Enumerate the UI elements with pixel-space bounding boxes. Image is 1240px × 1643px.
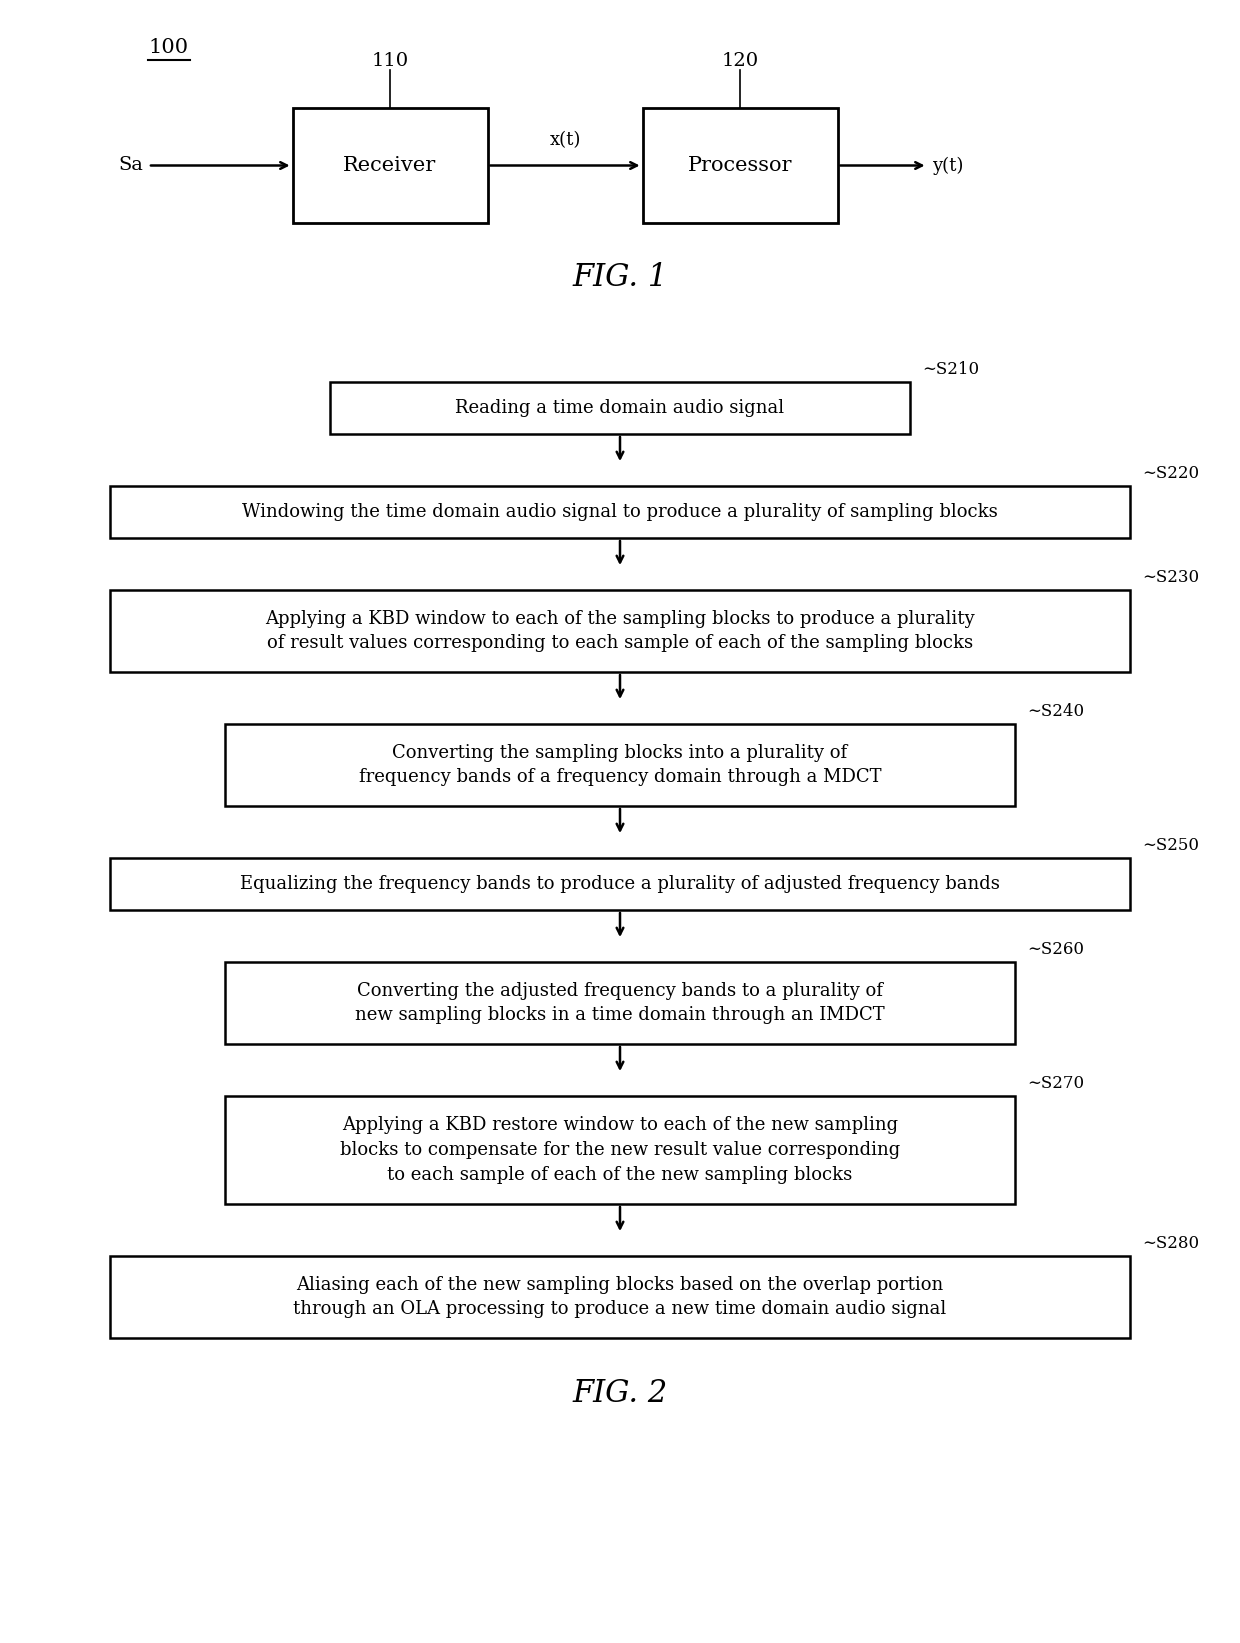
Text: Sa: Sa [118, 156, 143, 174]
Bar [224, 725, 1016, 807]
Text: ∼S240: ∼S240 [1027, 703, 1084, 720]
Text: ∼S220: ∼S220 [1142, 465, 1199, 481]
Text: Processor: Processor [688, 156, 792, 176]
Text: 120: 120 [722, 53, 759, 71]
Text: ∼S280: ∼S280 [1142, 1236, 1199, 1252]
Text: Reading a time domain audio signal: Reading a time domain audio signal [455, 399, 785, 417]
Text: Converting the adjusted frequency bands to a plurality of
new sampling blocks in: Converting the adjusted frequency bands … [355, 981, 885, 1025]
Text: Applying a KBD restore window to each of the new sampling
blocks to compensate f: Applying a KBD restore window to each of… [340, 1116, 900, 1185]
Text: Applying a KBD window to each of the sampling blocks to produce a plurality
of r: Applying a KBD window to each of the sam… [265, 610, 975, 652]
Text: x(t): x(t) [549, 131, 580, 150]
Bar [110, 486, 1130, 537]
Text: y(t): y(t) [932, 156, 963, 174]
Text: Equalizing the frequency bands to produce a plurality of adjusted frequency band: Equalizing the frequency bands to produc… [241, 876, 999, 894]
Bar [330, 383, 910, 434]
Text: ∼S270: ∼S270 [1027, 1075, 1084, 1093]
Text: 100: 100 [148, 38, 188, 58]
Bar [293, 108, 487, 223]
Text: Converting the sampling blocks into a plurality of
frequency bands of a frequenc: Converting the sampling blocks into a pl… [358, 744, 882, 787]
Text: ∼S250: ∼S250 [1142, 836, 1199, 854]
Text: ∼S210: ∼S210 [923, 361, 980, 378]
Bar [110, 858, 1130, 910]
Text: ∼S260: ∼S260 [1027, 941, 1084, 958]
Text: ∼S230: ∼S230 [1142, 568, 1199, 587]
Bar [642, 108, 837, 223]
Bar [224, 1096, 1016, 1204]
Text: Aliasing each of the new sampling blocks based on the overlap portion
through an: Aliasing each of the new sampling blocks… [294, 1275, 946, 1318]
Bar [224, 963, 1016, 1043]
Text: FIG. 2: FIG. 2 [573, 1377, 667, 1408]
Text: 110: 110 [372, 53, 408, 71]
Text: FIG. 1: FIG. 1 [573, 263, 667, 294]
Bar [110, 1255, 1130, 1337]
Text: Windowing the time domain audio signal to produce a plurality of sampling blocks: Windowing the time domain audio signal t… [242, 503, 998, 521]
Text: Receiver: Receiver [343, 156, 436, 176]
Bar [110, 590, 1130, 672]
